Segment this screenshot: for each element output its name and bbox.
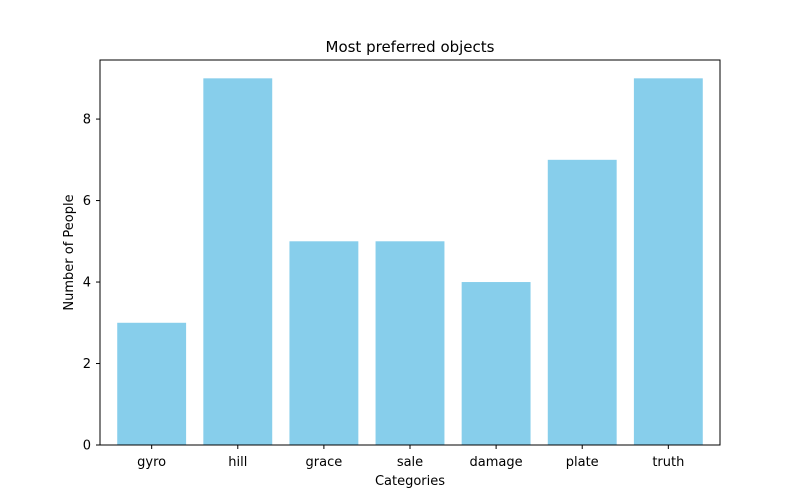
- x-tick-label-gyro: gyro: [137, 455, 166, 470]
- bar-plate: [547, 159, 617, 445]
- x-tick-label-truth: truth: [652, 455, 684, 470]
- y-axis-ticks: 0 2 4 6 8: [83, 113, 100, 454]
- y-tick-label-6: 6: [83, 194, 91, 209]
- bar-gyro: [117, 322, 187, 445]
- x-axis-label: Categories: [375, 474, 445, 489]
- y-tick-label-4: 4: [83, 276, 91, 291]
- plot-frame: [99, 59, 721, 446]
- x-tick-label-grace: grace: [306, 455, 343, 470]
- x-axis-ticks: gyro hill grace sale damage plate truth: [137, 445, 684, 470]
- chart-title: Most preferred objects: [326, 38, 495, 56]
- x-tick-label-damage: damage: [470, 455, 523, 470]
- x-tick-label-plate: plate: [566, 455, 599, 470]
- bar-grace: [289, 241, 359, 445]
- bar-truth: [633, 78, 703, 445]
- bars-group: [117, 78, 703, 445]
- x-tick-label-hill: hill: [228, 455, 247, 470]
- y-tick-label-8: 8: [83, 113, 91, 128]
- bar-damage: [461, 282, 531, 445]
- x-tick-label-sale: sale: [397, 455, 423, 470]
- y-tick-label-2: 2: [83, 357, 91, 372]
- bar-hill: [203, 78, 273, 445]
- bar-sale: [375, 241, 445, 445]
- y-axis-label: Number of People: [62, 194, 77, 310]
- y-tick-label-0: 0: [83, 439, 91, 454]
